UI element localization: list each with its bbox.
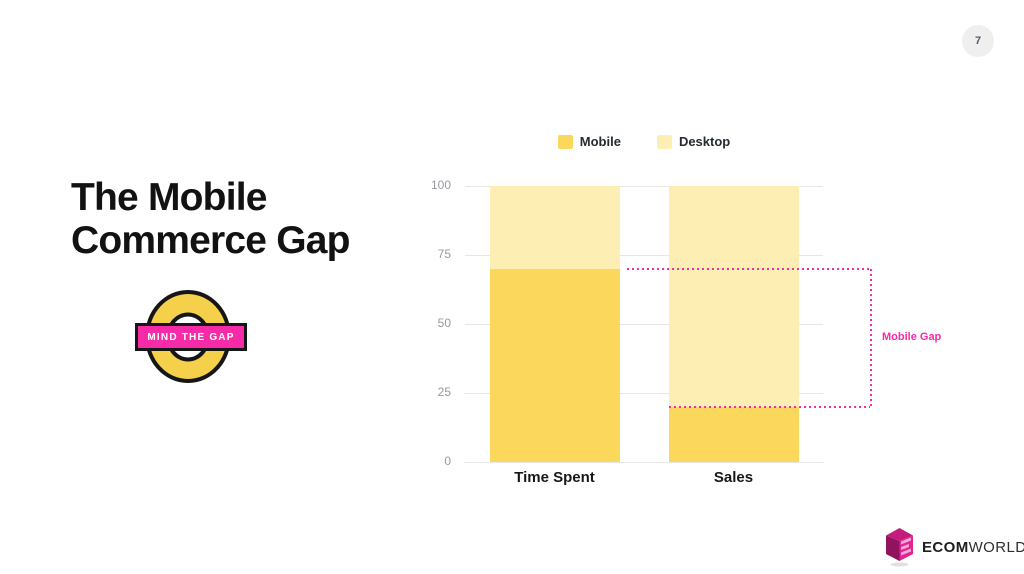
ecomworld-cube-icon [886, 528, 913, 567]
bar-segment-mobile [489, 268, 620, 462]
bar-segment-mobile [668, 406, 799, 462]
gridline [465, 255, 823, 256]
y-tick-label: 50 [437, 316, 451, 330]
legend-item-mobile: Mobile [557, 134, 621, 149]
x-axis-label: Time Spent [514, 469, 595, 486]
x-axis-label: Sales [713, 469, 754, 486]
legend-swatch-icon [557, 134, 573, 149]
y-tick-label: 0 [444, 454, 451, 468]
gridline [465, 393, 823, 394]
mind-the-gap-roundel-icon: MIND THE GAP [135, 290, 247, 383]
bar-sales [668, 186, 799, 462]
logo-text-light: WORLD [968, 538, 1024, 556]
legend-label: Desktop [678, 134, 731, 149]
page-number: 7 [974, 35, 982, 47]
chart-legend: Mobile Desktop [465, 134, 823, 149]
y-axis-ticks: 100 75 50 25 0 [421, 178, 457, 468]
y-tick-label: 100 [430, 178, 451, 192]
ecomworld-logo: ECOMWORLD [884, 527, 1024, 567]
logo-text-bold: ECOM [922, 538, 969, 556]
plot-area: 100 75 50 25 0 Mobile Gap [431, 178, 941, 468]
mind-the-gap-banner: MIND THE GAP [135, 323, 247, 351]
gridline [465, 462, 823, 463]
legend-swatch-icon [656, 134, 672, 149]
ecomworld-wordmark: ECOMWORLD [922, 539, 1024, 556]
gridline [465, 186, 823, 187]
bar-segment-desktop [489, 186, 620, 269]
title-line-2: Commerce Gap [71, 218, 350, 262]
y-tick-label: 25 [437, 385, 451, 399]
y-tick-label: 75 [437, 247, 451, 261]
page-number-badge: 7 [962, 25, 994, 57]
slide-title: The Mobile Commerce Gap [71, 176, 350, 263]
gap-bracket-line [626, 267, 870, 270]
bar-time-spent [489, 186, 620, 462]
mobile-gap-label: Mobile Gap [882, 330, 942, 343]
x-axis-labels: Time Spent Sales [465, 469, 823, 486]
gap-bracket-line [668, 405, 870, 408]
legend-label: Mobile [579, 134, 621, 149]
title-line-1: The Mobile [71, 176, 267, 219]
gridline [465, 324, 823, 325]
gap-bracket-line [870, 268, 872, 407]
legend-item-desktop: Desktop [656, 134, 731, 149]
mind-the-gap-text: MIND THE GAP [147, 331, 235, 343]
bar-segment-desktop [668, 186, 799, 407]
